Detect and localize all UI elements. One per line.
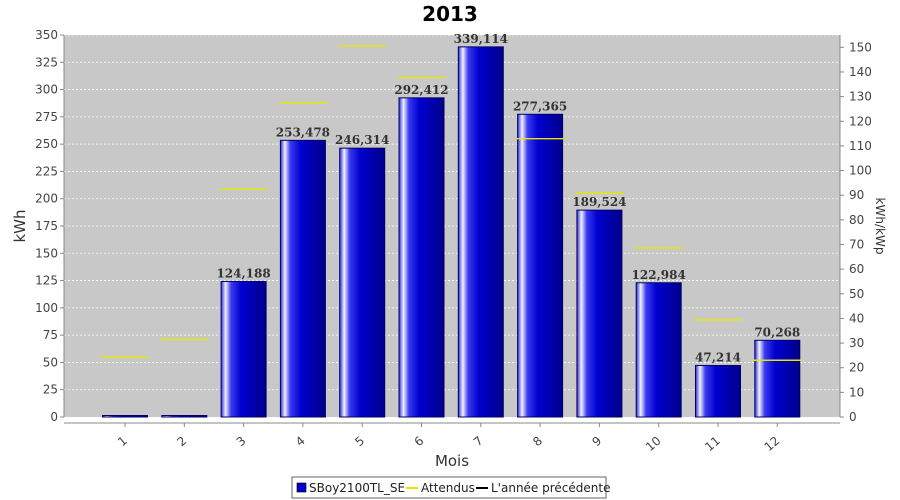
y2-tick-label: 100 xyxy=(849,164,872,178)
legend-box xyxy=(291,476,607,499)
y2-tick-label: 150 xyxy=(849,40,872,54)
bar xyxy=(457,46,504,418)
data-label: 70,268 xyxy=(754,325,800,339)
y-tick-label: 300 xyxy=(35,83,58,97)
y2-tick-label: 140 xyxy=(849,65,872,79)
y2-tick-label: 20 xyxy=(849,361,864,375)
bar xyxy=(754,339,801,418)
x-axis-label: Mois xyxy=(435,452,469,470)
data-label: 246,314 xyxy=(335,133,389,147)
x-tick-label: 7 xyxy=(471,434,486,450)
y2-tick-label: 60 xyxy=(849,262,864,276)
y2-tick-label: 120 xyxy=(849,114,872,128)
x-tick-label: 12 xyxy=(762,434,783,455)
y-tick-label: 225 xyxy=(35,164,58,178)
data-label: 253,478 xyxy=(276,125,330,139)
bar xyxy=(517,113,564,418)
y-axis-ticks: 0 25 50 75 100 125 150 175 200 225 250 275 300 325 350 xyxy=(35,28,64,424)
y-tick-label: 150 xyxy=(35,246,58,260)
x-tick-label: 8 xyxy=(530,434,545,450)
y-tick-label: 175 xyxy=(35,219,58,233)
data-label: 277,365 xyxy=(513,99,567,113)
legend-item-expected: Attendus xyxy=(421,481,475,495)
x-tick-label: 6 xyxy=(412,434,427,450)
y2-tick-label: 10 xyxy=(849,385,864,399)
y-tick-label: 75 xyxy=(43,328,58,342)
y-tick-label: 50 xyxy=(43,355,58,369)
y2-tick-label: 40 xyxy=(849,311,864,325)
bar xyxy=(398,97,445,418)
x-tick-label: 2 xyxy=(174,434,189,450)
bar xyxy=(339,147,386,418)
y2-tick-label: 90 xyxy=(849,188,864,202)
x-tick-label: 11 xyxy=(702,434,723,455)
bar xyxy=(279,139,326,418)
gridlines xyxy=(64,34,840,391)
bar xyxy=(695,364,741,418)
bar xyxy=(161,415,208,418)
x-tick-label: 5 xyxy=(352,434,367,450)
expected-markers xyxy=(101,45,802,361)
x-tick-label: 1 xyxy=(115,434,130,450)
data-label: 292,412 xyxy=(394,83,448,97)
chart-title: 2013 xyxy=(422,2,478,26)
x-tick-label: 4 xyxy=(293,434,308,450)
bar xyxy=(576,209,623,418)
y2-tick-label: 30 xyxy=(849,336,864,350)
data-label: 339,114 xyxy=(454,32,508,46)
y2-tick-label: 110 xyxy=(849,139,872,153)
legend-swatch-bar xyxy=(296,482,307,493)
x-axis-ticks: 1 2 3 4 5 6 7 8 9 10 11 12 xyxy=(115,423,782,454)
y-tick-label: 200 xyxy=(35,192,58,206)
data-label: 189,524 xyxy=(572,195,626,209)
y2-tick-label: 0 xyxy=(849,410,857,424)
x-tick-label: 9 xyxy=(589,434,604,450)
y-tick-label: 125 xyxy=(35,274,58,288)
y-tick-label: 0 xyxy=(50,410,58,424)
y2-axis-label: kWh/kWp xyxy=(873,198,887,255)
data-label: 122,984 xyxy=(632,268,686,282)
data-label: 124,188 xyxy=(216,266,270,280)
y2-tick-label: 80 xyxy=(849,213,864,227)
y-tick-label: 100 xyxy=(35,301,58,315)
x-tick-label: 10 xyxy=(643,434,664,455)
bar xyxy=(220,280,267,418)
data-label: 47,214 xyxy=(695,350,741,364)
y-tick-label: 350 xyxy=(35,28,58,42)
y-axis-label: kWh xyxy=(11,209,29,242)
y2-tick-label: 70 xyxy=(849,237,864,251)
y2-axis-ticks: 0 10 20 30 40 50 60 70 80 90 100 110 120 130 140 150 xyxy=(840,40,872,424)
y2-tick-label: 130 xyxy=(849,90,872,104)
bar xyxy=(635,282,682,418)
y-tick-label: 25 xyxy=(43,383,58,397)
y-tick-label: 275 xyxy=(35,110,58,124)
x-tick-label: 3 xyxy=(234,434,249,450)
bars xyxy=(102,46,801,418)
legend-item-previous-year: L'année précédente xyxy=(491,481,610,495)
legend-item-bar: SBoy2100TL_SE xyxy=(309,481,405,495)
legend: SBoy2100TL_SE Attendus L'année précédent… xyxy=(291,476,610,499)
y2-tick-label: 50 xyxy=(849,287,864,301)
y-tick-label: 325 xyxy=(35,55,58,69)
data-labels: 124,188 253,478 246,314 292,412 339,114 277,3… xyxy=(216,32,800,365)
bar xyxy=(102,415,148,418)
y-tick-label: 250 xyxy=(35,137,58,151)
